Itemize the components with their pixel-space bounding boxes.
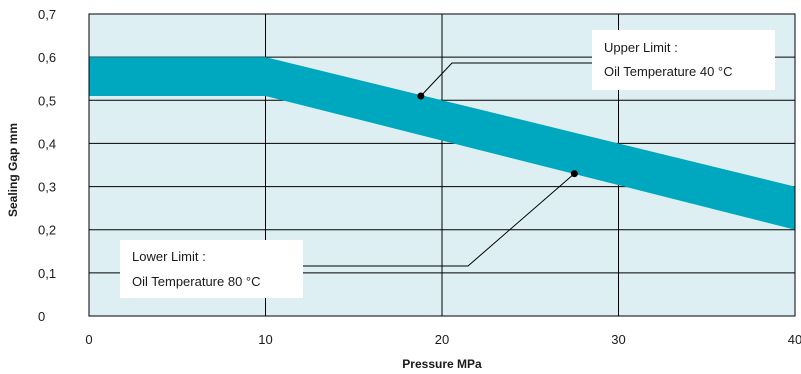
x-tick-label: 20 <box>435 332 449 347</box>
y-axis-title: Sealing Gap mm <box>6 123 20 217</box>
y-tick-label: 0,1 <box>38 266 56 281</box>
sealing-gap-band <box>89 57 795 230</box>
x-tick-label: 0 <box>85 332 92 347</box>
upper-limit-callout: Upper Limit : Oil Temperature 40 °C <box>417 30 775 100</box>
x-tick-label: 40 <box>788 332 801 347</box>
lower-leader-line <box>303 173 575 267</box>
lower-limit-point <box>570 170 578 178</box>
y-tick-label: 0,5 <box>38 93 56 108</box>
y-tick-labels: 0 0,1 0,2 0,3 0,4 0,5 0,6 0,7 <box>38 7 56 324</box>
upper-callout-box <box>592 30 775 90</box>
upper-callout-line1: Upper Limit : <box>604 40 678 55</box>
y-tick-label: 0,6 <box>38 50 56 65</box>
lower-callout-line1: Lower Limit : <box>132 249 206 264</box>
y-tick-label: 0 <box>38 309 45 324</box>
y-tick-label: 0,3 <box>38 180 56 195</box>
y-tick-label: 0,7 <box>38 7 56 22</box>
lower-callout-box <box>120 240 303 298</box>
x-axis-title: Pressure MPa <box>402 357 482 371</box>
x-tick-label: 10 <box>258 332 272 347</box>
y-tick-label: 0,2 <box>38 223 56 238</box>
upper-leader-line <box>420 62 592 97</box>
lower-callout-line2: Oil Temperature 80 °C <box>132 274 261 289</box>
upper-callout-line2: Oil Temperature 40 °C <box>604 64 733 79</box>
upper-limit-point <box>417 92 425 100</box>
x-tick-labels: 0 10 20 30 40 <box>85 332 801 347</box>
x-tick-label: 30 <box>611 332 625 347</box>
plot-border <box>88 13 796 317</box>
lower-limit-callout: Lower Limit : Oil Temperature 80 °C <box>120 170 578 298</box>
y-tick-label: 0,4 <box>38 136 56 151</box>
